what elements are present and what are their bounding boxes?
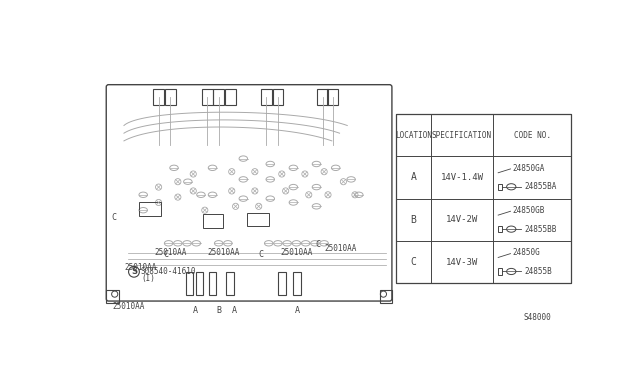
Text: 25010AA: 25010AA	[280, 248, 312, 257]
Text: 25010AA: 25010AA	[124, 263, 156, 272]
Bar	[278, 272, 285, 295]
Text: 25010AA: 25010AA	[325, 244, 357, 253]
Bar	[186, 272, 193, 295]
Bar	[227, 272, 234, 295]
Bar	[498, 226, 502, 232]
Text: S08540-41610: S08540-41610	[141, 266, 196, 276]
Text: 14V-2W: 14V-2W	[446, 215, 478, 224]
Bar	[498, 269, 502, 275]
Text: 24855BA: 24855BA	[524, 182, 557, 191]
Bar	[106, 289, 118, 303]
Text: C: C	[410, 257, 417, 267]
Text: 24850GA: 24850GA	[512, 164, 545, 173]
Text: C: C	[259, 250, 264, 259]
Bar	[261, 89, 272, 105]
Text: A: A	[410, 173, 417, 182]
Text: C: C	[164, 250, 169, 259]
Text: 24855B: 24855B	[524, 267, 552, 276]
Text: B: B	[216, 306, 221, 315]
Text: 25010AA: 25010AA	[113, 302, 145, 311]
Bar	[213, 89, 224, 105]
Text: A: A	[294, 306, 300, 315]
Text: 25010AA: 25010AA	[207, 248, 239, 257]
Bar	[140, 202, 161, 217]
Text: SPECIFICATION: SPECIFICATION	[432, 131, 492, 140]
Text: 24855BB: 24855BB	[524, 225, 557, 234]
Text: (I): (I)	[141, 274, 155, 283]
Text: 14V-3W: 14V-3W	[446, 258, 478, 267]
Bar	[209, 272, 216, 295]
Text: LOCATION: LOCATION	[395, 131, 432, 140]
Bar	[204, 214, 223, 228]
Text: C: C	[316, 240, 321, 249]
Text: A: A	[193, 306, 198, 315]
Bar	[498, 184, 502, 190]
Text: A: A	[232, 306, 237, 315]
Text: 24850GB: 24850GB	[512, 206, 545, 215]
Bar	[164, 89, 175, 105]
Text: CODE NO.: CODE NO.	[513, 131, 550, 140]
Text: B: B	[410, 215, 417, 225]
Bar	[202, 89, 212, 105]
Bar	[396, 114, 572, 283]
Bar	[225, 89, 236, 105]
Bar	[293, 272, 301, 295]
Text: S: S	[131, 267, 137, 276]
Bar	[196, 272, 204, 295]
Bar	[380, 289, 392, 303]
Text: 25010AA: 25010AA	[155, 248, 187, 257]
Bar	[247, 212, 269, 226]
Bar	[273, 89, 284, 105]
Bar	[153, 89, 164, 105]
Bar	[327, 89, 338, 105]
Text: C: C	[111, 214, 116, 222]
Bar	[317, 89, 328, 105]
Text: S48000: S48000	[524, 314, 551, 323]
Text: 14V-1.4W: 14V-1.4W	[440, 173, 483, 182]
Text: 24850G: 24850G	[512, 248, 540, 257]
